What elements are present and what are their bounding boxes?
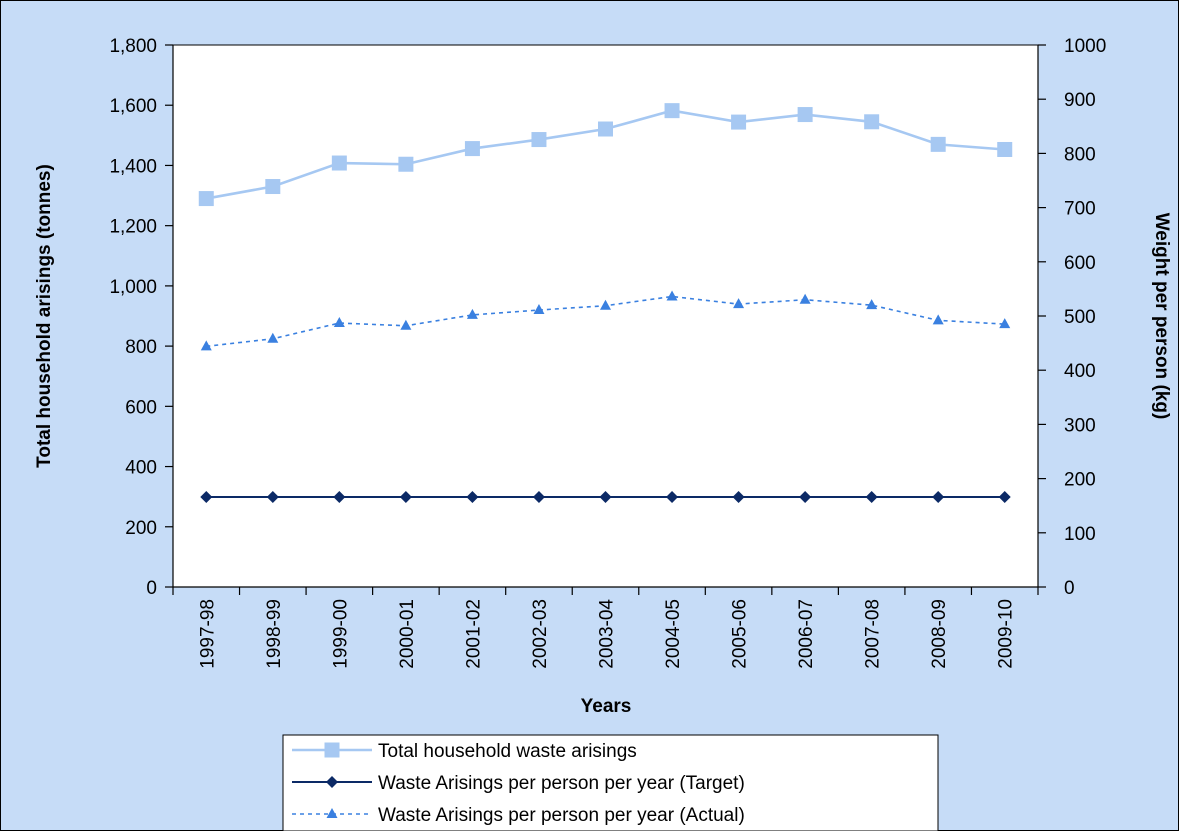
data-point <box>198 191 214 207</box>
data-point <box>797 107 813 123</box>
axes-layer: 0 200 400 600 800 1,000 1,200 1,400 1,600 1,800 0 1… <box>109 36 1106 669</box>
data-point <box>200 340 212 351</box>
data-point <box>932 491 945 504</box>
y-tick-label: 1,000 <box>109 277 157 298</box>
data-point <box>531 132 547 148</box>
data-point <box>266 491 279 504</box>
x-tick-label: 2003-04 <box>597 599 618 669</box>
y2-tick-label: 500 <box>1064 307 1096 328</box>
x-tick-label: 2008-09 <box>929 599 950 669</box>
y2-tick-label: 900 <box>1064 90 1096 111</box>
data-point <box>399 491 412 504</box>
data-point <box>599 491 612 504</box>
data-point <box>464 141 480 157</box>
legend-label: Total household waste arisings <box>378 741 637 762</box>
y2-tick-label: 0 <box>1064 578 1075 599</box>
x-tick-label: 2002-03 <box>530 599 551 669</box>
data-point <box>799 293 811 304</box>
data-point <box>466 308 478 319</box>
data-point <box>400 319 412 330</box>
x-tick-label: 2000-01 <box>397 599 418 669</box>
x-tick-label: 2007-08 <box>863 599 884 669</box>
y-tick-label: 1,800 <box>109 36 157 57</box>
y2-tick-label: 800 <box>1064 144 1096 165</box>
legend-marker <box>324 742 340 758</box>
data-point <box>930 136 946 152</box>
data-point <box>267 332 279 343</box>
legend-marker <box>326 808 338 818</box>
y2-tick-label: 400 <box>1064 361 1096 382</box>
legend-marker <box>326 776 338 788</box>
x-axis-title: Years <box>581 696 632 717</box>
data-point <box>666 491 679 504</box>
data-point <box>666 290 678 301</box>
y2-tick-label: 600 <box>1064 253 1096 274</box>
data-point <box>799 491 812 504</box>
legend-items: Total household waste arisings Waste Aris… <box>292 741 745 826</box>
data-point <box>997 141 1013 157</box>
y-tick-label: 0 <box>146 578 157 599</box>
x-tick-label: 1998-99 <box>264 599 285 669</box>
data-point <box>600 299 611 310</box>
x-tick-label: 1997-98 <box>197 599 218 669</box>
y-tick-label: 1,600 <box>109 96 157 117</box>
y-tick-label: 600 <box>125 397 157 418</box>
data-point <box>265 179 281 195</box>
legend-item: Waste Arisings per person per year (Targ… <box>292 773 745 794</box>
legend-label: Waste Arisings per person per year (Targ… <box>378 773 745 794</box>
data-point <box>333 317 345 328</box>
legend-item: Waste Arisings per person per year (Actu… <box>292 805 745 826</box>
series-layer <box>198 103 1013 504</box>
data-point <box>533 304 545 315</box>
data-point <box>331 155 347 171</box>
y2-tick-label: 700 <box>1064 199 1096 220</box>
series-total-household-waste-arisings <box>198 103 1013 207</box>
y2-tick-label: 100 <box>1064 524 1096 545</box>
y-tick-label: 400 <box>125 458 157 479</box>
data-point <box>864 114 880 130</box>
x-tick-label: 2006-07 <box>796 599 817 669</box>
data-point <box>598 121 613 137</box>
series-waste-arisings-per-person-per-year-actual <box>200 290 1011 351</box>
y-tick-label: 200 <box>125 518 157 539</box>
y2-tick-label: 1000 <box>1064 36 1106 57</box>
data-point <box>732 491 745 504</box>
data-point <box>664 103 680 119</box>
y-tick-label: 1,400 <box>109 156 157 177</box>
y-tick-label: 1,200 <box>109 217 157 238</box>
y-axis-title: Total household arisings (tonnes) <box>34 164 55 468</box>
y2-tick-label: 300 <box>1064 415 1096 436</box>
data-point <box>998 491 1011 504</box>
data-point <box>398 156 414 172</box>
y2-axis-title: Weight per person (kg) <box>1151 213 1172 420</box>
data-point <box>200 491 213 504</box>
data-point <box>532 491 545 504</box>
legend-item: Total household waste arisings <box>292 741 637 762</box>
data-point <box>466 491 479 504</box>
data-point <box>333 491 346 504</box>
legend-label: Waste Arisings per person per year (Actu… <box>378 805 745 826</box>
data-point <box>932 314 944 325</box>
x-tick-label: 2004-05 <box>663 599 684 669</box>
x-tick-label: 2009-10 <box>996 599 1017 669</box>
x-tick-label: 2005-06 <box>730 599 751 669</box>
x-tick-label: 2001-02 <box>463 599 484 669</box>
x-tick-label: 1999-00 <box>330 599 351 669</box>
y2-tick-label: 200 <box>1064 470 1096 491</box>
series-waste-arisings-per-person-per-year-target <box>200 491 1011 504</box>
y-tick-label: 800 <box>125 337 157 358</box>
legend: Total household waste arisings Waste Aris… <box>282 734 939 831</box>
data-point <box>733 298 745 309</box>
data-point <box>866 299 878 310</box>
data-point <box>731 114 747 130</box>
data-point <box>865 491 878 504</box>
data-point <box>999 318 1011 329</box>
legend-box <box>282 734 939 831</box>
